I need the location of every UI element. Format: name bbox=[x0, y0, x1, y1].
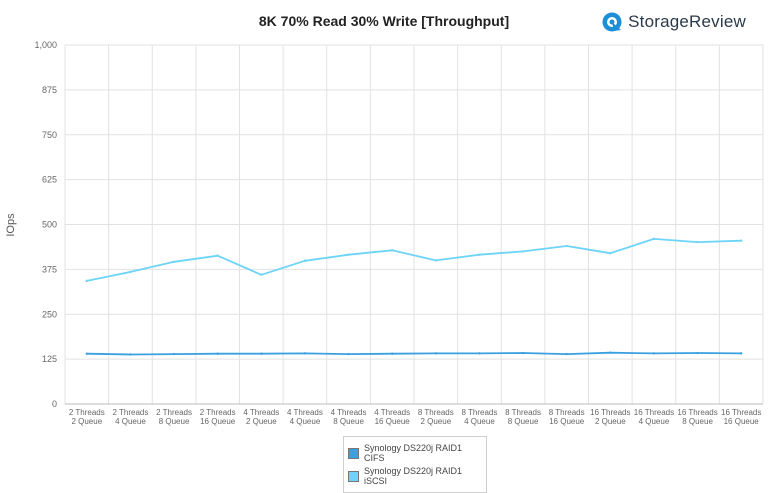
x-tick-label: 2 Threads 4 Queue bbox=[113, 408, 149, 426]
legend: Synology DS220j RAID1 CIFS Synology DS220… bbox=[343, 436, 487, 493]
data-point bbox=[739, 239, 743, 242]
data-point bbox=[565, 352, 568, 356]
data-point bbox=[129, 353, 132, 356]
x-tick-label: 16 Threads 2 Queue bbox=[590, 408, 630, 426]
y-tick-label: 375 bbox=[42, 264, 57, 274]
y-tick-label: 125 bbox=[42, 354, 57, 364]
data-point bbox=[390, 249, 394, 252]
data-point bbox=[260, 273, 263, 276]
x-tick-label: 8 Threads 4 Queue bbox=[462, 408, 498, 426]
data-point bbox=[347, 253, 350, 256]
y-tick-label: 0 bbox=[52, 399, 57, 409]
data-point bbox=[434, 259, 438, 262]
series-lines bbox=[85, 237, 743, 356]
data-point bbox=[696, 351, 699, 355]
x-axis-ticks: 2 Threads 2 Queue 2 Threads 4 Queue 2 Thread… bbox=[69, 408, 761, 426]
data-point bbox=[652, 237, 656, 241]
data-point bbox=[478, 253, 481, 256]
storagereview-logo-icon bbox=[602, 12, 622, 32]
y-tick-label: 750 bbox=[42, 130, 57, 140]
data-point bbox=[303, 259, 307, 262]
data-point bbox=[303, 352, 307, 355]
data-point bbox=[478, 352, 481, 355]
data-point bbox=[652, 352, 656, 355]
data-point bbox=[521, 351, 525, 355]
data-point bbox=[216, 352, 219, 355]
data-point bbox=[609, 351, 612, 354]
data-point bbox=[172, 352, 176, 356]
data-point bbox=[696, 240, 699, 244]
y-tick-label: 250 bbox=[42, 309, 57, 319]
data-point bbox=[739, 352, 743, 355]
legend-item[interactable]: Synology DS220j RAID1 iSCSI bbox=[348, 466, 482, 486]
x-tick-label: 2 Threads 8 Queue bbox=[156, 408, 192, 426]
legend-swatch bbox=[348, 447, 359, 459]
y-tick-label: 500 bbox=[42, 220, 57, 230]
x-tick-label: 4 Threads 4 Queue bbox=[287, 408, 323, 426]
legend-swatch bbox=[348, 470, 359, 482]
y-tick-label: 1,000 bbox=[34, 40, 57, 50]
data-point bbox=[216, 254, 219, 257]
data-point bbox=[85, 279, 89, 283]
data-point bbox=[434, 352, 438, 355]
x-tick-label: 16 Threads 4 Queue bbox=[634, 408, 674, 426]
brand-name: StorageReview bbox=[628, 12, 746, 31]
brand-logo: StorageReview bbox=[602, 12, 746, 32]
series-line-1 bbox=[86, 237, 742, 282]
y-axis-label: IOps bbox=[5, 213, 17, 237]
x-tick-label: 16 Threads 8 Queue bbox=[677, 408, 717, 426]
legend-label: Synology DS220j RAID1 CIFS bbox=[364, 443, 463, 463]
x-tick-label: 16 Threads 16 Queue bbox=[721, 408, 761, 426]
x-tick-label: 4 Threads 16 Queue bbox=[374, 408, 410, 426]
x-tick-label: 4 Threads 8 Queue bbox=[331, 408, 367, 426]
data-point bbox=[129, 270, 132, 274]
x-tick-label: 2 Threads 2 Queue bbox=[69, 408, 105, 426]
data-point bbox=[521, 250, 525, 253]
data-point bbox=[260, 352, 263, 355]
legend-label: Synology DS220j RAID1 iSCSI bbox=[364, 466, 463, 486]
x-tick-label: 8 Threads 16 Queue bbox=[549, 408, 585, 426]
x-tick-label: 8 Threads 8 Queue bbox=[505, 408, 541, 426]
legend-item[interactable]: Synology DS220j RAID1 CIFS bbox=[348, 443, 482, 463]
data-point bbox=[85, 352, 89, 355]
chart-title: 8K 70% Read 30% Write [Throughput] bbox=[258, 13, 510, 29]
x-tick-label: 2 Threads 16 Queue bbox=[200, 408, 236, 426]
data-point bbox=[347, 352, 350, 356]
data-point bbox=[609, 252, 612, 255]
y-tick-label: 625 bbox=[42, 175, 57, 185]
grid bbox=[64, 44, 764, 405]
y-tick-label: 875 bbox=[42, 85, 57, 95]
series-line-0 bbox=[86, 351, 742, 356]
data-point bbox=[172, 260, 176, 264]
data-point bbox=[390, 352, 394, 355]
x-tick-label: 4 Threads 2 Queue bbox=[243, 408, 279, 426]
data-point bbox=[565, 244, 568, 248]
x-tick-label: 8 Threads 2 Queue bbox=[418, 408, 454, 426]
y-axis-ticks: 1,000 875 750 625 500 375 250 125 0 bbox=[34, 40, 57, 409]
